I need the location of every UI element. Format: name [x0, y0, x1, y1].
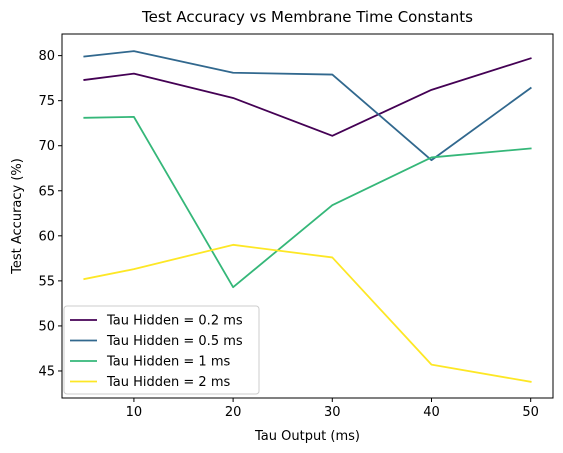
legend-entry-label: Tau Hidden = 1 ms [106, 355, 230, 370]
y-tick-label: 60 [38, 229, 55, 244]
legend-entry-label: Tau Hidden = 0.2 ms [106, 314, 243, 329]
x-tick-label: 10 [126, 405, 143, 420]
series-line-1 [83, 57, 532, 137]
y-tick-label: 45 [38, 364, 55, 379]
x-tick-label: 40 [423, 405, 440, 420]
x-tick-label: 30 [324, 405, 341, 420]
axes-frame [61, 33, 554, 399]
y-axis-label: Test Accuracy (%) [10, 158, 25, 275]
x-axis-label: Tau Output (ms) [254, 429, 360, 444]
plot-area: 10 20 30 40 50 45 50 55 60 65 70 75 80 [38, 33, 554, 420]
y-tick-label: 50 [38, 319, 55, 334]
legend: Tau Hidden = 0.2 ms Tau Hidden = 0.5 ms Ta… [63, 305, 260, 395]
legend-box [63, 305, 260, 395]
y-tick-label: 75 [38, 94, 55, 109]
legend-entry-label: Tau Hidden = 0.5 ms [106, 334, 243, 349]
series-line-2 [83, 50, 532, 162]
series-line-3 [83, 115, 532, 289]
legend-entry-label: Tau Hidden = 2 ms [106, 375, 230, 390]
x-tick-label: 20 [225, 405, 242, 420]
series-line-4 [83, 243, 532, 383]
y-tick-label: 80 [38, 49, 55, 64]
x-tick-label: 50 [522, 405, 539, 420]
y-tick-label: 70 [38, 139, 55, 154]
y-tick-label: 65 [38, 184, 55, 199]
chart-title: Test Accuracy vs Membrane Time Constants [141, 8, 473, 26]
y-tick-label: 55 [38, 274, 55, 289]
